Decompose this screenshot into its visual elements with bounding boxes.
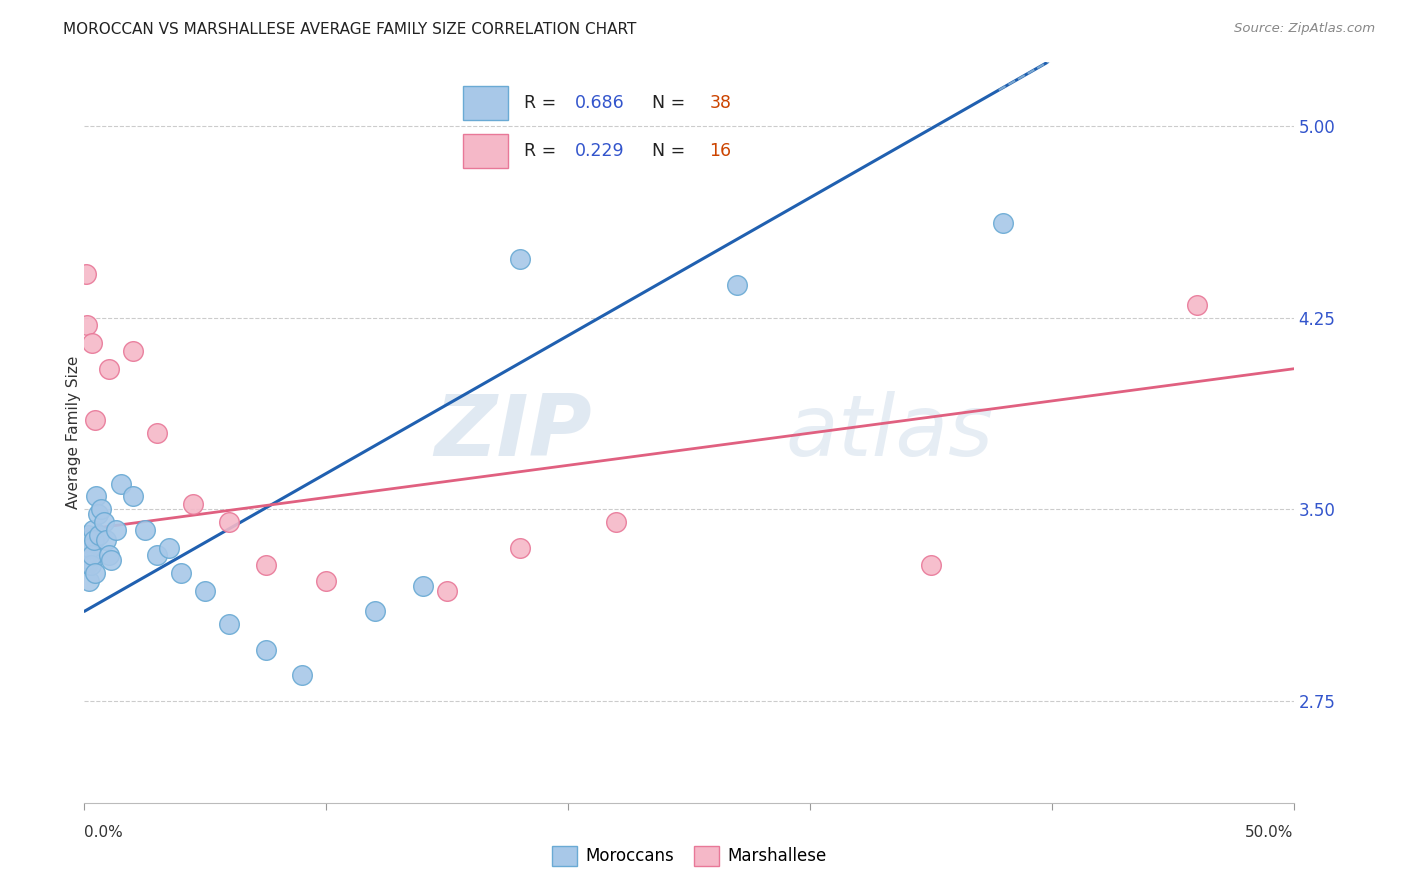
Point bbox=[80, 336, 103, 351]
Point bbox=[79, 541, 101, 555]
Point bbox=[1185, 298, 1208, 312]
Text: atlas: atlas bbox=[786, 391, 994, 475]
Point bbox=[75, 553, 97, 567]
Legend: Moroccans, Marshallese: Moroccans, Marshallese bbox=[546, 839, 832, 872]
Point bbox=[80, 548, 103, 562]
Point bbox=[77, 527, 100, 541]
Point bbox=[77, 533, 100, 547]
Point bbox=[254, 642, 277, 657]
Point bbox=[76, 318, 98, 333]
Point bbox=[121, 490, 143, 504]
Point bbox=[254, 558, 277, 573]
Point bbox=[993, 216, 1015, 230]
Text: 50.0%: 50.0% bbox=[1246, 825, 1294, 840]
Point bbox=[315, 574, 337, 588]
Point bbox=[80, 558, 103, 573]
Point bbox=[605, 515, 627, 529]
Point bbox=[97, 548, 120, 562]
Point bbox=[218, 515, 240, 529]
Point bbox=[76, 558, 98, 573]
Point bbox=[509, 252, 531, 266]
Point bbox=[363, 604, 385, 618]
Point bbox=[83, 533, 105, 547]
Point bbox=[87, 527, 110, 541]
Point bbox=[100, 553, 122, 567]
Point bbox=[97, 361, 120, 376]
Point bbox=[920, 558, 942, 573]
Text: Source: ZipAtlas.com: Source: ZipAtlas.com bbox=[1234, 22, 1375, 36]
Point bbox=[84, 566, 107, 580]
Point bbox=[104, 523, 127, 537]
Point bbox=[436, 583, 458, 598]
Point bbox=[157, 541, 180, 555]
Point bbox=[84, 413, 107, 427]
Point bbox=[90, 502, 112, 516]
Point bbox=[94, 533, 117, 547]
Point bbox=[75, 548, 97, 562]
Point bbox=[291, 668, 314, 682]
Point bbox=[412, 579, 434, 593]
Point bbox=[146, 425, 169, 440]
Text: MOROCCAN VS MARSHALLESE AVERAGE FAMILY SIZE CORRELATION CHART: MOROCCAN VS MARSHALLESE AVERAGE FAMILY S… bbox=[63, 22, 637, 37]
Point bbox=[121, 343, 143, 358]
Point bbox=[134, 523, 156, 537]
Y-axis label: Average Family Size: Average Family Size bbox=[66, 356, 80, 509]
Point bbox=[75, 268, 97, 282]
Point bbox=[194, 583, 217, 598]
Point bbox=[725, 277, 748, 292]
Point bbox=[93, 515, 115, 529]
Point bbox=[509, 541, 531, 555]
Point bbox=[76, 541, 98, 555]
Point bbox=[86, 490, 108, 504]
Text: 0.0%: 0.0% bbox=[84, 825, 124, 840]
Point bbox=[110, 476, 132, 491]
Point bbox=[86, 508, 108, 522]
Text: ZIP: ZIP bbox=[434, 391, 592, 475]
Point bbox=[79, 553, 101, 567]
Point bbox=[170, 566, 193, 580]
Point bbox=[181, 497, 204, 511]
Point bbox=[146, 548, 169, 562]
Point bbox=[77, 574, 100, 588]
Point bbox=[82, 523, 104, 537]
Point bbox=[218, 617, 240, 632]
